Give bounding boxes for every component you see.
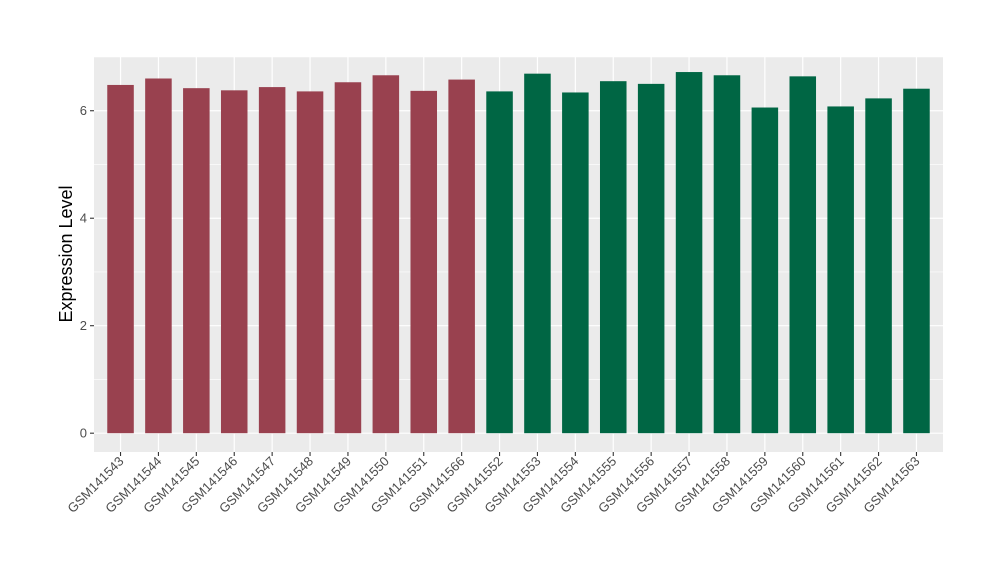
- y-tick-label: 4: [80, 211, 87, 226]
- bar-GSM141543: [107, 84, 134, 434]
- bar-GSM141557: [675, 72, 703, 434]
- bar-GSM141544: [145, 78, 172, 434]
- y-tick-label: 6: [80, 103, 87, 118]
- bar-GSM141558: [713, 75, 741, 434]
- y-axis-title: Expression Level: [56, 185, 76, 322]
- bar-GSM141561: [827, 106, 854, 434]
- bar-GSM141563: [903, 88, 930, 434]
- bar-GSM141560: [789, 76, 817, 434]
- bar-GSM141550: [372, 75, 400, 434]
- bar-GSM141546: [220, 90, 248, 434]
- x-axis: GSM141543GSM141544GSM141545GSM141546GSM1…: [64, 452, 923, 516]
- y-axis: 0 2 4 6: [80, 103, 94, 441]
- bar-GSM141547: [258, 87, 286, 434]
- bars: [107, 72, 930, 434]
- bar-GSM141566: [448, 79, 475, 434]
- bar-GSM141552: [486, 91, 513, 434]
- bar-GSM141556: [637, 83, 665, 434]
- bar-GSM141555: [599, 81, 627, 434]
- y-tick-label: 0: [80, 426, 87, 441]
- bar-GSM141562: [865, 98, 892, 434]
- y-tick-label: 2: [80, 318, 87, 333]
- bar-GSM141548: [296, 91, 324, 434]
- bar-GSM141554: [562, 92, 589, 434]
- bar-GSM141545: [183, 88, 210, 434]
- bar-GSM141551: [410, 90, 438, 434]
- bar-GSM141549: [334, 82, 362, 434]
- bar-GSM141559: [751, 107, 779, 434]
- bar-GSM141553: [524, 73, 551, 434]
